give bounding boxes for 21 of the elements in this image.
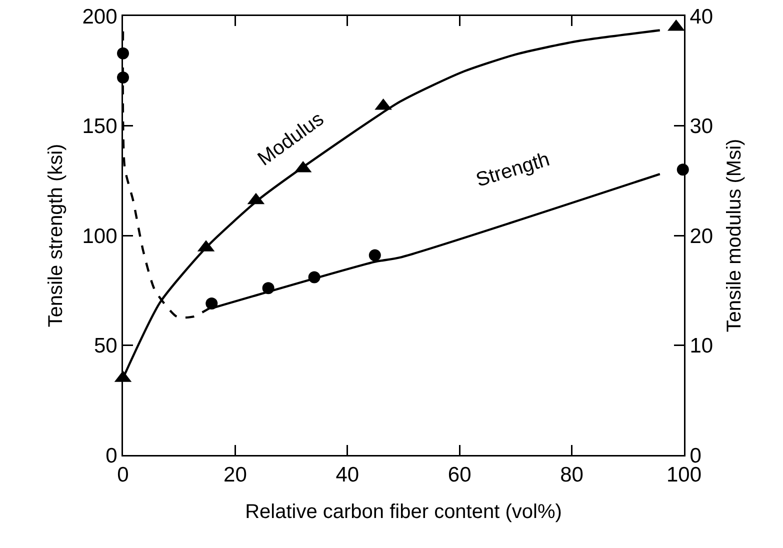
point [308,271,320,284]
x-tick-label: 20 [224,464,247,487]
x-tick-label: 60 [448,464,472,487]
y-tick-label: 0 [106,444,118,468]
y2-axis-title: Tensile modulus (Msi) [723,138,746,332]
y2-tick-label: 10 [690,334,714,358]
x-axis-title: Relative carbon fiber content (vol%) [245,500,562,523]
y-axis-title: Tensile strength (ksi) [45,144,68,328]
point [368,249,381,262]
x-tick-label: 80 [560,464,584,487]
y-tick-label: 50 [94,334,118,358]
point [206,298,218,310]
point [262,282,274,294]
y2-tick-label: 20 [690,224,714,248]
y-tick-label: 100 [82,224,118,248]
y2-tick-label: 40 [690,5,714,28]
y-tick-label: 150 [82,115,118,138]
x-tick-label: 40 [336,464,360,487]
annotation: Strength [474,148,552,192]
y2-tick-label: 30 [690,115,714,138]
y-tick-label: 200 [82,5,118,28]
